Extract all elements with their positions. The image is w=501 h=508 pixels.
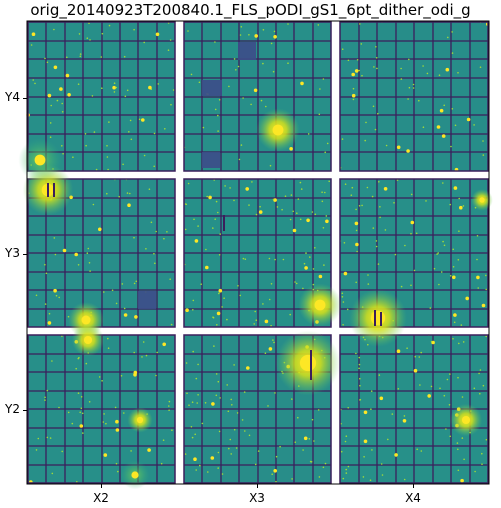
x-tick-label-x3: X3 xyxy=(249,491,265,505)
figure-title: orig_20140923T200840.1_FLS_pODI_gS1_6pt_… xyxy=(30,1,471,19)
x-tick-label-x2: X2 xyxy=(93,491,109,505)
y-tick xyxy=(23,410,27,411)
x-tick-label-x4: X4 xyxy=(405,491,421,505)
y-tick xyxy=(23,98,27,99)
x-tick xyxy=(101,484,102,488)
y-tick xyxy=(23,254,27,255)
y-tick-label-y3: Y3 xyxy=(5,246,20,260)
y-tick-label-y2: Y2 xyxy=(5,402,20,416)
x-tick xyxy=(413,484,414,488)
x-tick xyxy=(257,484,258,488)
y-tick-label-y4: Y4 xyxy=(5,90,20,104)
